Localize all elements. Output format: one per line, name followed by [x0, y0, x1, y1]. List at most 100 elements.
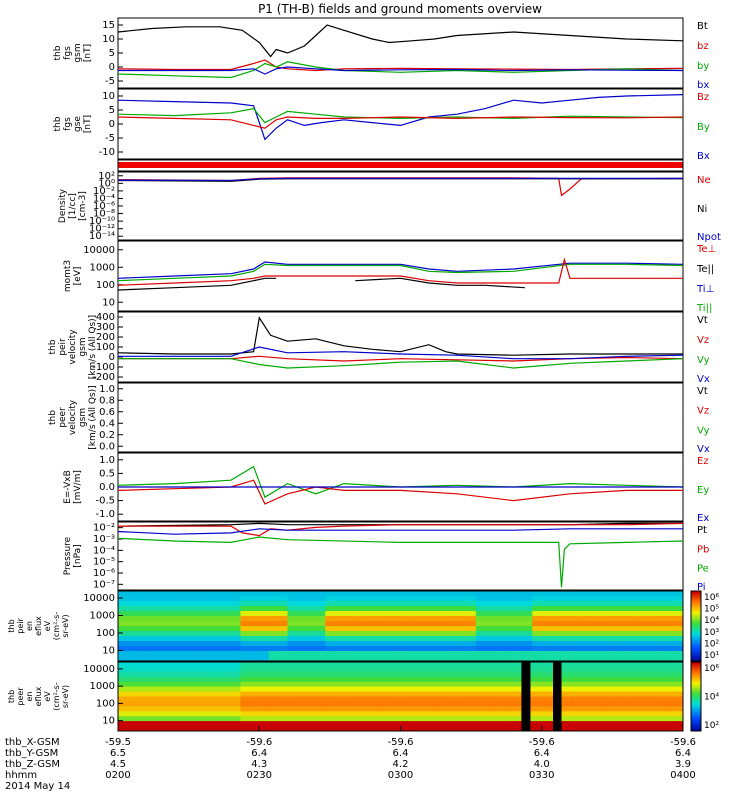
- spectrogram-cell: [391, 691, 401, 697]
- spectrogram-cell: [466, 691, 477, 697]
- spectrogram-cell: [457, 616, 467, 622]
- indicator-bar: [118, 162, 683, 168]
- spectrogram-cell: [494, 596, 505, 602]
- spectrogram-cell: [579, 611, 590, 617]
- spectrogram-cell: [598, 636, 609, 642]
- spectrogram-cell: [664, 656, 675, 662]
- spectrogram-cell: [485, 662, 496, 668]
- spectrogram-cell: [494, 646, 505, 652]
- spectrogram-cell: [607, 636, 618, 642]
- footer-y-gsm: 4.2: [393, 759, 409, 770]
- colorbar-cell: [691, 729, 701, 732]
- spectrogram-cell: [183, 662, 194, 668]
- spectrogram-cell: [485, 716, 496, 722]
- spectrogram-cell: [165, 646, 175, 652]
- spectrogram-cell: [287, 701, 298, 707]
- spectrogram-cell: [306, 721, 317, 727]
- spectrogram-cell: [570, 671, 580, 678]
- spectrogram-cell: [504, 641, 514, 647]
- spectrogram-cell: [579, 676, 590, 683]
- spectrogram-cell: [202, 706, 213, 712]
- spectrogram-cell: [673, 626, 684, 632]
- spectrogram-cell: [475, 681, 486, 688]
- spectrogram-cell: [635, 686, 646, 692]
- spectrogram-cell: [541, 666, 552, 673]
- spectrogram-cell: [193, 686, 204, 692]
- spectrogram-cell: [325, 706, 336, 712]
- spectrogram-cell: [598, 641, 609, 647]
- spectrogram-cell: [635, 616, 646, 622]
- spectrogram-cell: [287, 706, 298, 712]
- spectrogram-cell: [353, 641, 364, 647]
- spectrogram-cell: [570, 706, 580, 712]
- colorbar-tick-label: 10¹: [704, 651, 719, 661]
- spectrogram-cell: [419, 696, 430, 702]
- spectrogram-cell: [296, 681, 307, 688]
- spectrogram-cell: [607, 701, 618, 707]
- spectrogram-cell: [419, 701, 430, 707]
- spectrogram-cell: [428, 631, 439, 637]
- spectrogram-cell: [409, 631, 420, 637]
- spectrogram-cell: [494, 626, 505, 632]
- y-axis-label-line: eflux: [34, 616, 43, 636]
- spectrogram-cell: [607, 641, 618, 647]
- spectrogram-cell: [541, 726, 552, 732]
- spectrogram-cell: [165, 706, 175, 712]
- spectrogram-cell: [400, 686, 411, 692]
- spectrogram-cell: [146, 636, 157, 642]
- spectrogram-cell: [287, 666, 298, 673]
- spectrogram-cell: [193, 671, 204, 678]
- spectrogram-cell: [617, 606, 627, 612]
- y-tick-label: 10: [102, 716, 115, 727]
- spectrogram-cell: [315, 686, 326, 692]
- spectrogram-cell: [278, 681, 288, 688]
- spectrogram-cell: [296, 611, 307, 617]
- spectrogram-cell: [419, 691, 430, 697]
- spectrogram-cell: [494, 696, 505, 702]
- spectrogram-cell: [240, 716, 251, 722]
- spectrogram-cell: [325, 662, 336, 668]
- spectrogram-cell: [202, 696, 213, 702]
- spectrogram-cell: [645, 696, 656, 702]
- spectrogram-cell: [428, 626, 439, 632]
- spectrogram-cell: [372, 676, 383, 683]
- spectrogram-cell: [400, 716, 411, 722]
- spectrogram-cell: [344, 696, 354, 702]
- spectrogram-cell: [372, 626, 383, 632]
- spectrogram-cell: [221, 651, 232, 657]
- spectrogram-cell: [136, 671, 147, 678]
- spectrogram-cell: [296, 701, 307, 707]
- spectrogram-cell: [579, 721, 590, 727]
- spectrogram-cell: [607, 686, 618, 692]
- spectrogram-cell: [664, 701, 675, 707]
- spectrogram-cell: [193, 681, 204, 688]
- spectrogram-cell: [428, 651, 439, 657]
- spectrogram-cell: [645, 646, 656, 652]
- spectrogram-cell: [268, 686, 279, 692]
- spectrogram-cell: [362, 596, 373, 602]
- spectrogram-cell: [607, 666, 618, 673]
- spectrogram-cell: [344, 681, 354, 688]
- series-by: [117, 61, 684, 79]
- spectrogram-cell: [165, 611, 175, 617]
- spectrogram-cell: [174, 686, 185, 692]
- spectrogram-cell: [221, 676, 232, 683]
- legend-Vz: Vz: [697, 406, 709, 417]
- spectrogram-cell: [202, 631, 213, 637]
- spectrogram-cell: [438, 596, 449, 602]
- spectrogram-cell: [202, 691, 213, 697]
- spectrogram-cell: [570, 631, 580, 637]
- spectrogram-cell: [570, 596, 580, 602]
- spectrogram-cell: [174, 626, 185, 632]
- spectrogram-cell: [409, 676, 420, 683]
- spectrogram-cell: [635, 666, 646, 673]
- spectrogram-cell: [127, 626, 138, 632]
- spectrogram-cell: [249, 681, 260, 688]
- spectrogram-cell: [296, 706, 307, 712]
- spectrogram-cell: [485, 596, 496, 602]
- spectrogram-cell: [259, 646, 270, 652]
- spectrogram-cell: [598, 591, 609, 597]
- spectrogram-cell: [617, 651, 627, 657]
- spectrogram-cell: [419, 656, 430, 662]
- spectrogram-cell: [381, 626, 392, 632]
